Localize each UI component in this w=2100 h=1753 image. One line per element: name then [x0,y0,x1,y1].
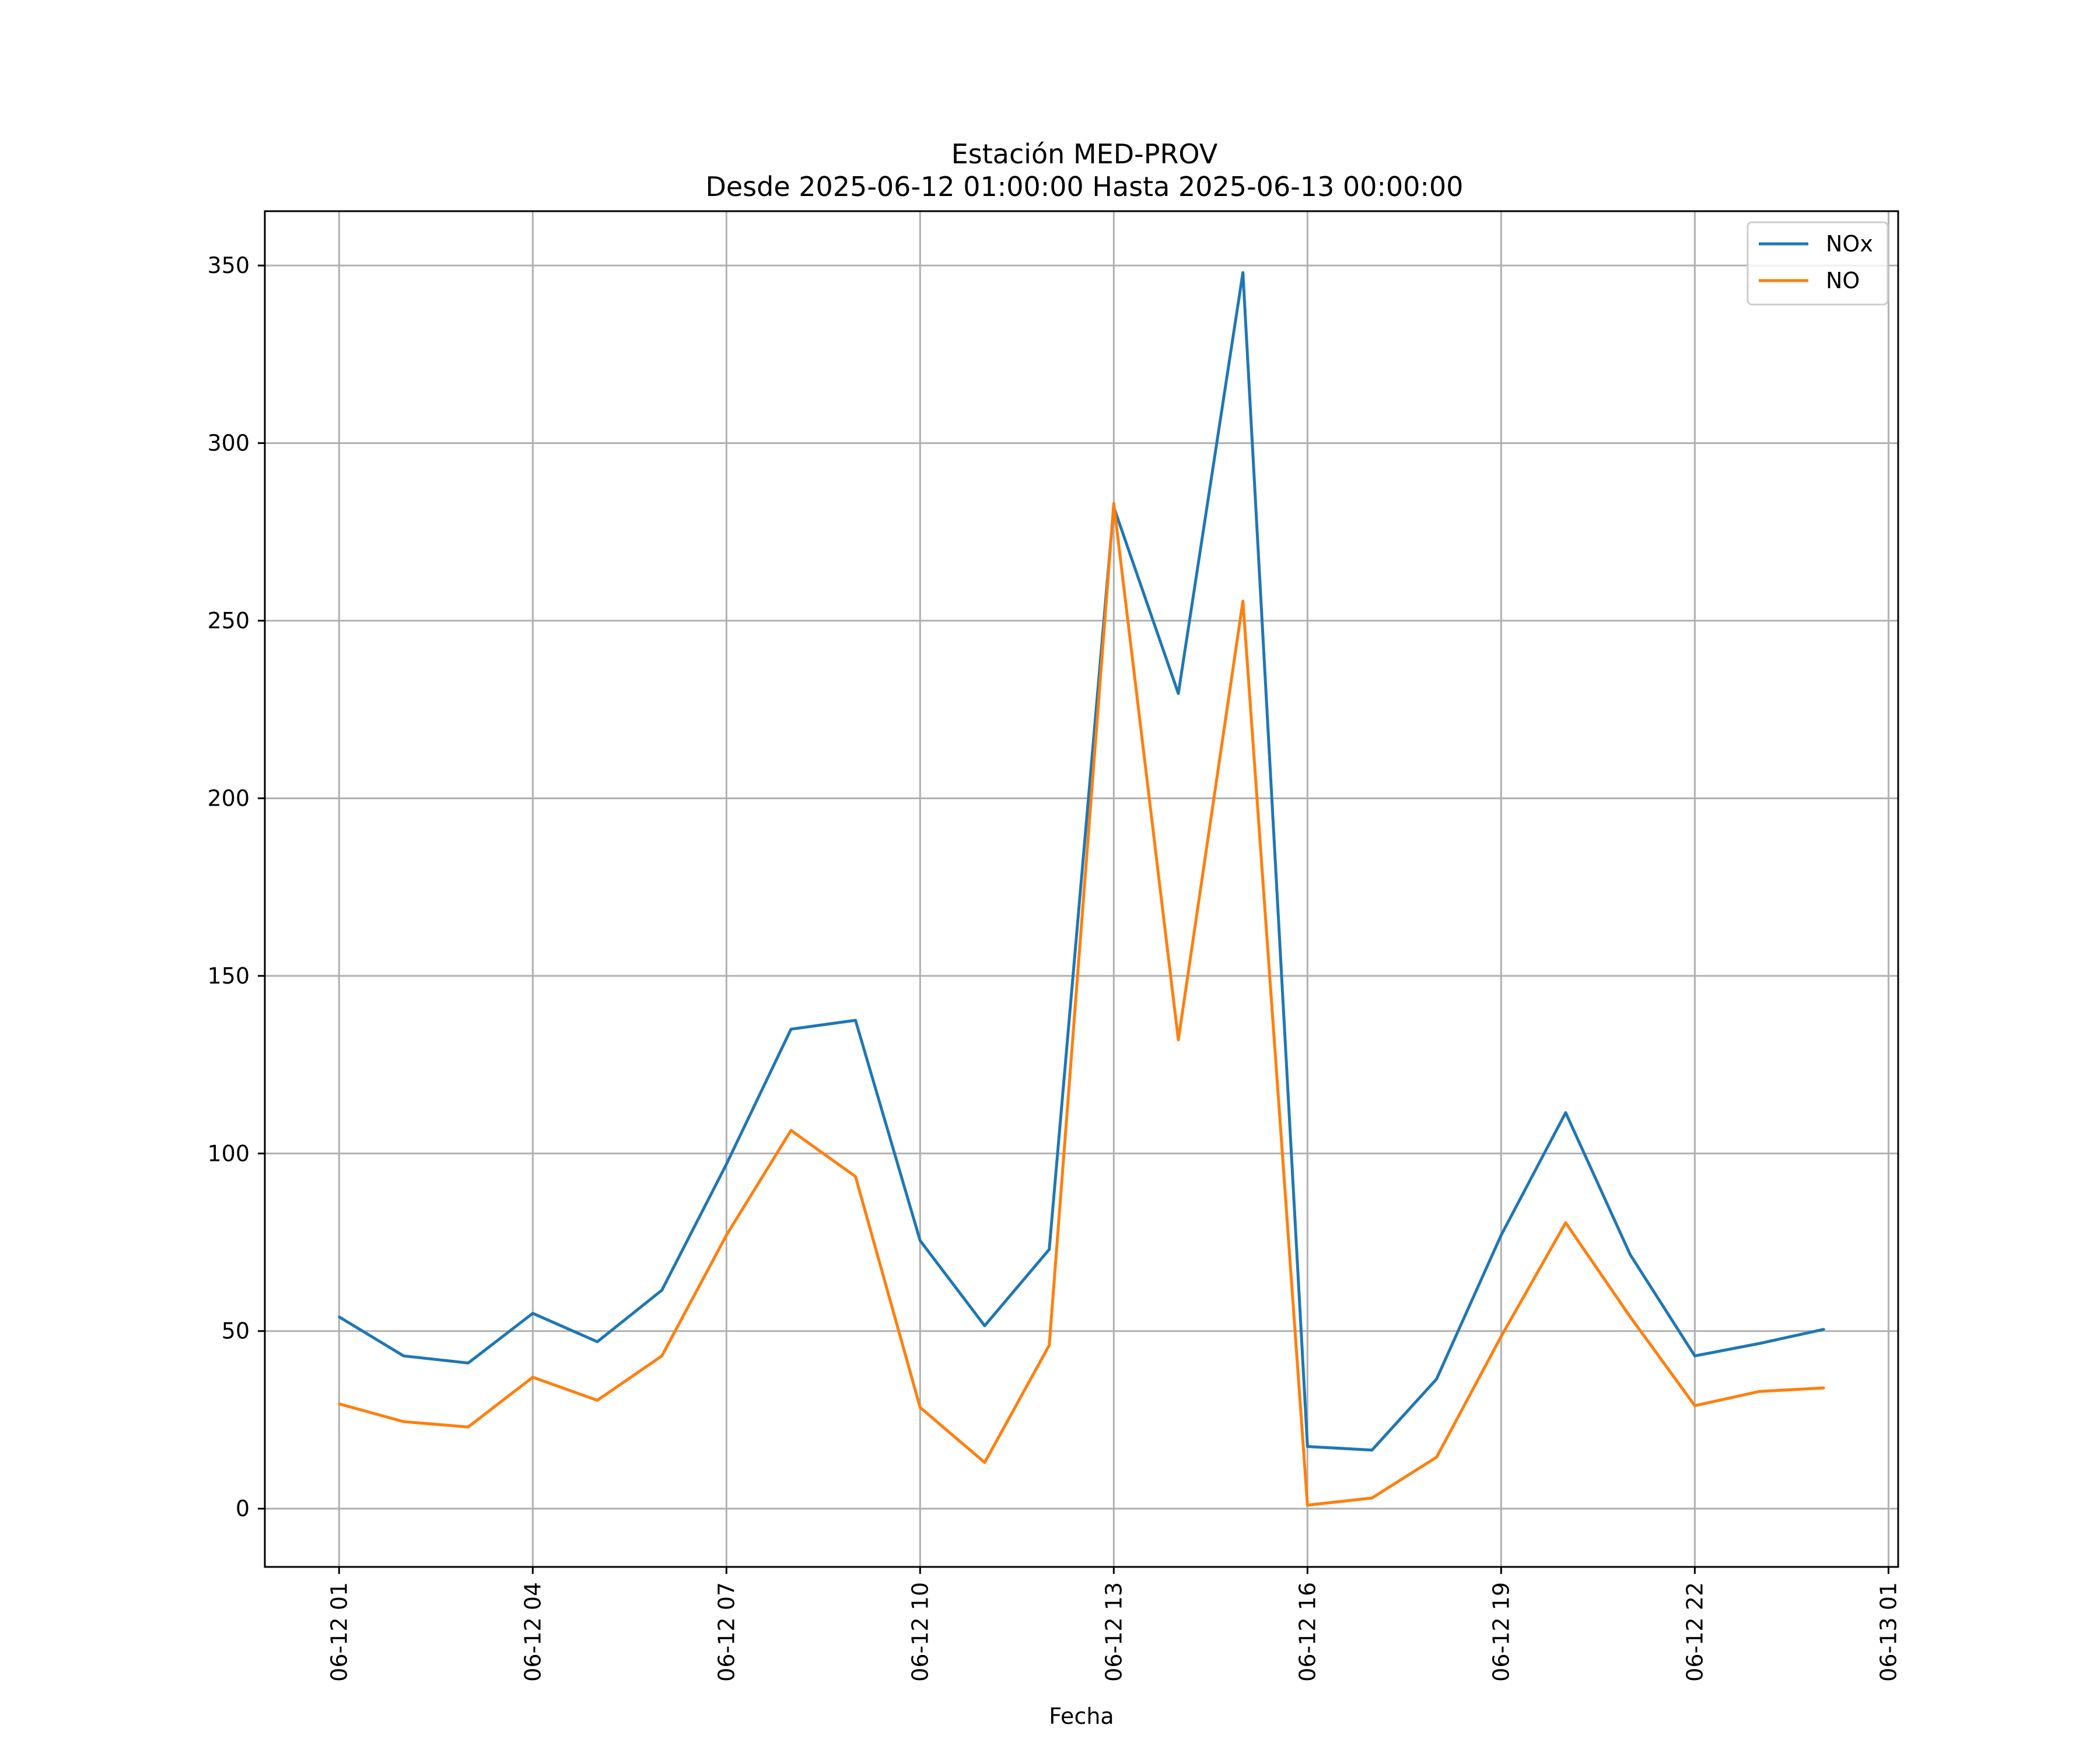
data-point-nox [1177,692,1180,695]
series-lines [338,271,1825,1507]
y-tick-label: 250 [207,608,250,634]
data-point-nox [1306,1445,1309,1448]
data-point-no [854,1175,857,1178]
x-tick-label: 06-12 10 [907,1582,933,1682]
chart-subtitle: Desde 2025-06-12 01:00:00 Hasta 2025-06-… [705,171,1463,202]
y-tick-label: 0 [236,1496,250,1521]
data-point-nox [1241,271,1244,274]
data-point-nox [789,1028,792,1031]
legend: NOx NO [1746,221,1889,306]
data-point-nox [660,1289,663,1292]
data-point-no [983,1461,986,1464]
data-point-nox [1564,1111,1567,1114]
data-point-no [1112,502,1115,505]
data-point-nox [1629,1253,1632,1256]
grid-lines [265,211,1898,1567]
legend-label-nox: NOx [1826,231,1873,257]
data-point-nox [1500,1234,1503,1237]
y-tick-label: 200 [207,785,250,811]
data-point-nox [402,1355,405,1357]
data-point-no [1629,1315,1632,1318]
data-point-nox [1048,1248,1051,1251]
data-point-no [338,1402,341,1405]
y-tick-label: 50 [222,1318,250,1344]
x-tick-label: 06-12 04 [520,1582,545,1682]
x-tick-label: 06-12 13 [1101,1582,1126,1682]
data-point-no [1177,1038,1180,1041]
data-point-nox [596,1340,598,1343]
data-point-no [919,1406,922,1409]
x-tick-label: 06-12 01 [326,1582,352,1682]
data-point-nox [467,1362,470,1364]
x-tick-label: 06-12 07 [713,1582,739,1682]
data-point-no [1306,1504,1309,1507]
data-point-no [660,1355,663,1357]
legend-label-no: NO [1826,268,1860,293]
y-tick-label: 350 [207,253,250,278]
x-axis-label: Fecha [1049,1703,1114,1729]
y-tick-label: 150 [207,963,250,989]
data-point-no [1435,1455,1438,1458]
data-point-no [402,1420,405,1423]
data-point-no [1758,1390,1761,1393]
y-tick-label: 300 [207,431,250,456]
data-point-no [1564,1222,1567,1224]
series-line-nox [338,271,1825,1452]
series-line-no [338,502,1824,1507]
data-point-nox [1822,1328,1825,1331]
data-point-no [1822,1387,1825,1390]
data-point-nox [531,1312,534,1315]
data-point-nox [983,1324,986,1327]
data-point-nox [338,1315,341,1318]
data-point-no [725,1234,728,1237]
data-point-no [1371,1496,1374,1499]
data-point-nox [1758,1342,1761,1345]
data-point-nox [854,1019,857,1021]
data-point-nox [1371,1448,1374,1451]
data-point-nox [919,1239,922,1242]
data-point-no [1241,600,1244,603]
plot-frame [264,210,1899,1568]
data-point-no [1693,1404,1696,1407]
data-point-nox [1693,1355,1696,1357]
x-axis-ticks: 06-12 01 06-12 04 06-12 07 06-12 10 06-12 13… [326,1567,1901,1682]
data-point-nox [725,1163,728,1166]
y-axis-ticks: 0 50 100 150 200 250 300 350 [207,253,265,1521]
data-point-no [531,1376,534,1378]
data-point-no [1500,1335,1503,1338]
x-tick-label: 06-12 22 [1682,1582,1707,1682]
data-point-no [1048,1344,1051,1347]
data-point-no [467,1426,470,1429]
data-point-no [789,1129,792,1132]
x-tick-label: 06-13 01 [1875,1582,1901,1682]
data-point-nox [1435,1377,1438,1380]
chart-title: Estación MED-PROV [951,138,1218,170]
y-tick-label: 100 [207,1140,250,1166]
x-tick-label: 06-12 19 [1488,1582,1514,1682]
data-point-no [596,1399,598,1402]
x-tick-label: 06-12 16 [1294,1582,1320,1682]
